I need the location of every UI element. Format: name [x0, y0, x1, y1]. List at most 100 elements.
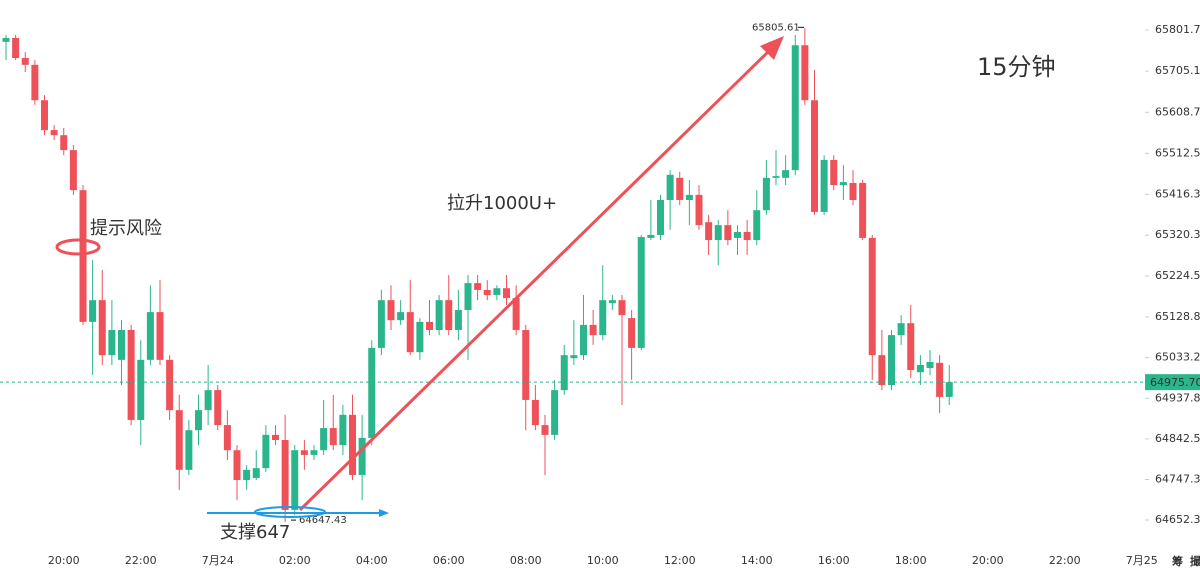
candle-body — [888, 335, 895, 386]
x-tick-label: 20:00 — [972, 554, 1004, 567]
candle-body — [916, 364, 924, 373]
low-marker-label: 64647.43 — [299, 515, 347, 526]
candle-body — [79, 190, 87, 322]
candle-body — [445, 300, 453, 331]
candle-body — [464, 283, 472, 310]
candle-body — [349, 414, 356, 475]
candle-body — [926, 361, 934, 368]
candle-body — [41, 100, 48, 131]
candle-body — [243, 469, 251, 481]
candle-body — [483, 289, 491, 296]
toolbar-label[interactable]: 撮 — [1190, 554, 1200, 568]
candle-body — [907, 323, 915, 371]
candle-body — [310, 450, 318, 455]
candle-body — [406, 312, 414, 353]
candle-body — [551, 390, 559, 435]
support-arrowhead — [379, 509, 389, 517]
candle-body — [801, 45, 809, 101]
candle-body — [628, 318, 636, 348]
candle-body — [320, 428, 328, 451]
candle-body — [175, 410, 183, 470]
candle-body — [146, 312, 154, 360]
risk-ellipse — [55, 238, 101, 256]
candle-body — [262, 434, 270, 469]
candle-body — [734, 231, 741, 238]
candle-body — [12, 37, 20, 59]
x-tick-label: 12:00 — [664, 554, 696, 567]
candle-body — [377, 300, 385, 348]
candle-body — [705, 222, 713, 241]
candle-body — [695, 194, 703, 226]
candle-body — [166, 359, 174, 411]
y-tick-label: 64652.37 — [1155, 513, 1200, 526]
x-tick-label: 22:00 — [1049, 554, 1081, 567]
candle-body — [195, 410, 202, 431]
candle-body — [60, 135, 68, 151]
candle-body — [859, 182, 867, 238]
candle-body — [435, 300, 443, 331]
y-tick-label: 65224.52 — [1155, 269, 1200, 282]
rally-arrowhead — [760, 36, 784, 60]
candle-body — [772, 176, 780, 178]
toolbar-label[interactable]: 筹 — [1172, 554, 1183, 568]
candle-body — [281, 439, 289, 510]
candle-body — [945, 382, 953, 397]
candle-body — [753, 210, 761, 241]
y-tick-label: 65033.24 — [1155, 351, 1200, 364]
candle-body — [387, 300, 395, 321]
candle-body — [830, 159, 838, 186]
candle-body — [503, 288, 510, 299]
candle-body — [868, 237, 876, 356]
candle-body — [589, 324, 597, 336]
y-tick-label: 65320.37 — [1155, 228, 1200, 241]
candle-body — [570, 355, 578, 359]
candle-body — [474, 283, 482, 290]
candle-body — [223, 425, 231, 451]
candle-body — [204, 390, 212, 411]
candle-body — [676, 177, 684, 200]
candle-body — [608, 300, 616, 304]
plot-area: 65801.74 65705.19 65608.74 65512.50 65416.37… — [0, 22, 1200, 567]
rally-arrow — [298, 46, 774, 512]
risk-label: 提示风险 — [90, 218, 162, 239]
x-tick-label: 06:00 — [433, 554, 465, 567]
candle-body — [637, 237, 645, 348]
candle-body — [272, 434, 279, 440]
y-tick-label: 64842.53 — [1155, 432, 1200, 445]
candle-body — [820, 159, 828, 212]
candle-body — [2, 37, 10, 42]
candle-body — [89, 300, 97, 322]
candle-body — [185, 430, 193, 470]
y-tick-label: 65128.81 — [1155, 310, 1200, 323]
x-tick-label: 22:00 — [125, 554, 157, 567]
candle-body — [685, 194, 693, 200]
candle-body — [416, 321, 424, 353]
candle-body — [512, 298, 520, 331]
x-tick-label: 16:00 — [818, 554, 850, 567]
candle-body — [743, 231, 751, 241]
candle-body — [69, 150, 77, 191]
candle-body — [454, 309, 462, 331]
candle-body — [98, 300, 106, 356]
candle-body — [426, 321, 433, 331]
x-tick-label: 20:00 — [48, 554, 80, 567]
candle-body — [782, 170, 790, 178]
candle-body — [31, 64, 39, 101]
y-tick-label: 65608.74 — [1155, 105, 1200, 118]
candle-body — [580, 324, 587, 356]
support-label: 支撑647 — [220, 522, 290, 543]
candle-body — [252, 468, 260, 478]
candle-body — [714, 225, 722, 241]
y-tick-label: 65801.74 — [1155, 23, 1200, 36]
x-tick-label: 10:00 — [587, 554, 619, 567]
candle-body — [397, 312, 405, 321]
candle-body — [137, 359, 145, 420]
candle-body — [791, 45, 799, 171]
x-tick-label: 14:00 — [741, 554, 773, 567]
candle-body — [233, 450, 241, 481]
high-marker-label: 65805.61 — [752, 22, 800, 33]
candle-body — [531, 399, 539, 426]
x-tick-label: 02:00 — [279, 554, 311, 567]
candle-body — [666, 174, 674, 200]
